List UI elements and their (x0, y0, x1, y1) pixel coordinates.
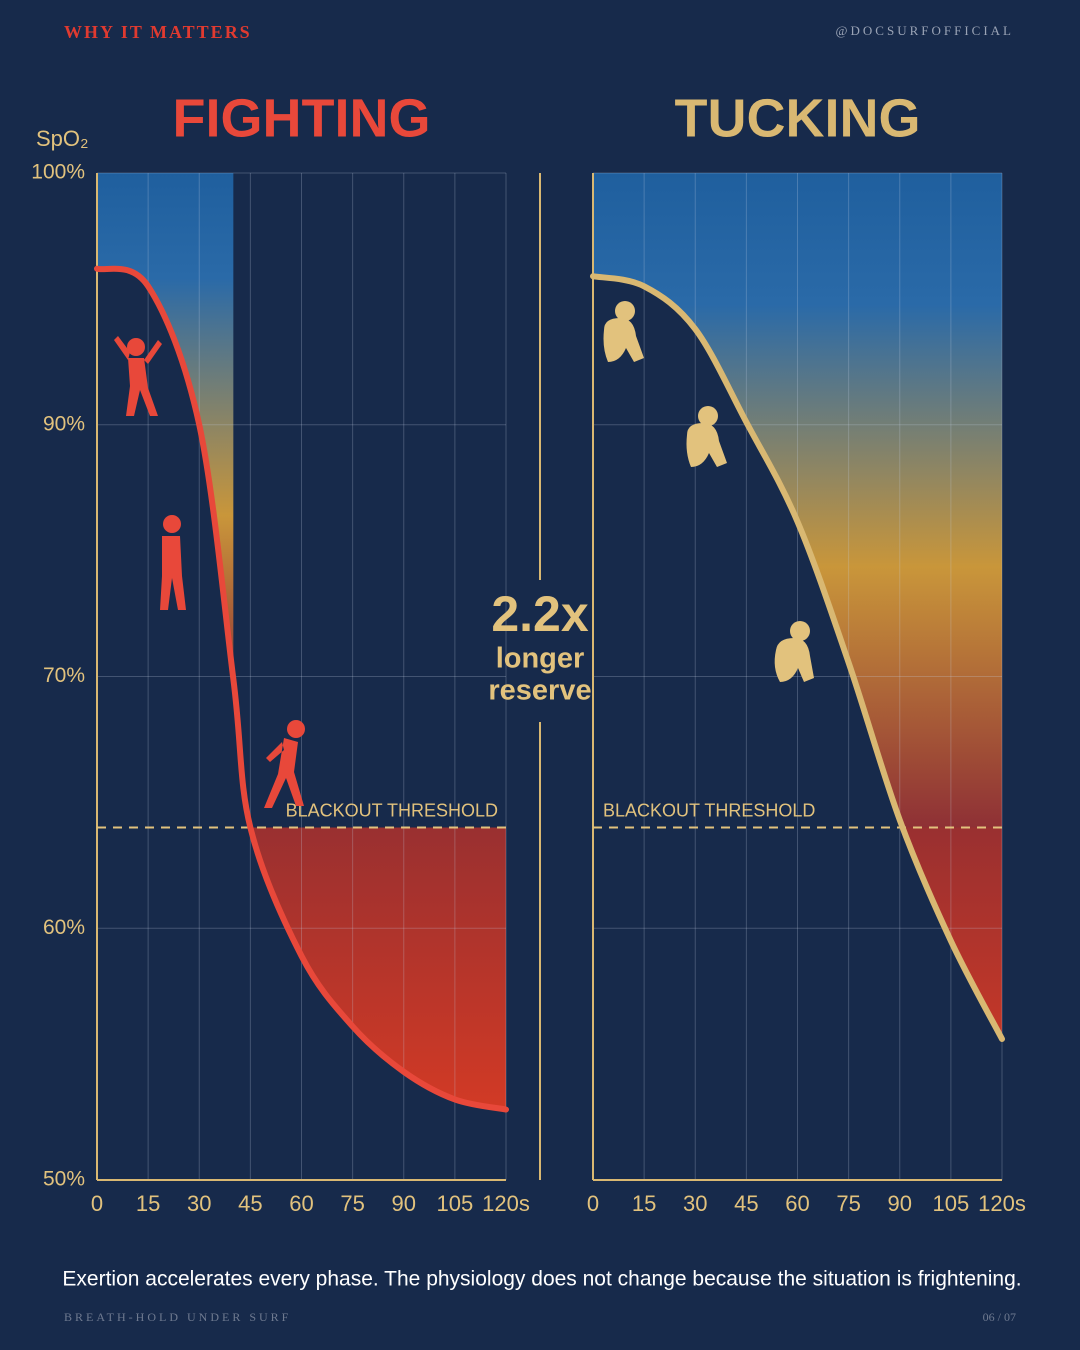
handle: @DOCSURFOFFICIAL (836, 23, 1014, 38)
danger-area (593, 827, 1002, 1040)
y-tick-label: 50% (43, 1168, 85, 1191)
x-tick-label: 45 (734, 1191, 758, 1216)
x-tick-label: 60 (785, 1191, 809, 1216)
x-tick-label: 0 (91, 1191, 103, 1216)
footer-left: BREATH-HOLD UNDER SURF (64, 1310, 291, 1324)
threshold-label: BLACKOUT THRESHOLD (603, 800, 815, 820)
panel-title: FIGHTING (173, 88, 431, 148)
x-tick-label: 120s (978, 1191, 1026, 1216)
x-tick-label: 30 (187, 1191, 211, 1216)
x-tick-label: 105 (933, 1191, 970, 1216)
x-tick-label: 75 (340, 1191, 364, 1216)
shaded-area (593, 173, 1002, 1040)
threshold-label: BLACKOUT THRESHOLD (286, 800, 498, 820)
callout-text: reserve (488, 675, 591, 707)
y-tick-label: 60% (43, 916, 85, 939)
shaded-area (97, 173, 234, 680)
line (590, 273, 1005, 1043)
y-axis-label: SpO₂ (36, 126, 89, 151)
footer-right: 06 / 07 (983, 1310, 1016, 1324)
x-tick-label: 90 (392, 1191, 416, 1216)
callout-ratio: 2.2x (491, 586, 589, 642)
fighting-figures (114, 336, 305, 808)
x-tick-label: 75 (836, 1191, 860, 1216)
y-tick-label: 100% (31, 161, 85, 184)
x-tick-label: 30 (683, 1191, 707, 1216)
x-tick-label: 15 (136, 1191, 160, 1216)
y-tick-label: 90% (43, 412, 85, 435)
panel-title: TUCKING (675, 88, 921, 148)
tucking-figures (603, 301, 814, 682)
kicker: WHY IT MATTERS (64, 22, 252, 42)
callout-text: longer (496, 643, 585, 675)
x-tick-label: 15 (632, 1191, 656, 1216)
x-tick-label: 60 (289, 1191, 313, 1216)
danger-area (97, 827, 506, 1110)
x-tick-label: 105 (437, 1191, 474, 1216)
x-tick-label: 0 (587, 1191, 599, 1216)
x-tick-label: 45 (238, 1191, 262, 1216)
plots: FIGHTING SpO₂ 50% 60% 70% 90% 100% 0 15 30 45 60 75 9… (31, 88, 1026, 1216)
x-tick-label: 90 (888, 1191, 912, 1216)
x-tick-label: 120s (482, 1191, 530, 1216)
y-tick-label: 70% (43, 664, 85, 687)
caption: Exertion accelerates every phase. The ph… (62, 1268, 1021, 1291)
line (94, 265, 509, 1113)
